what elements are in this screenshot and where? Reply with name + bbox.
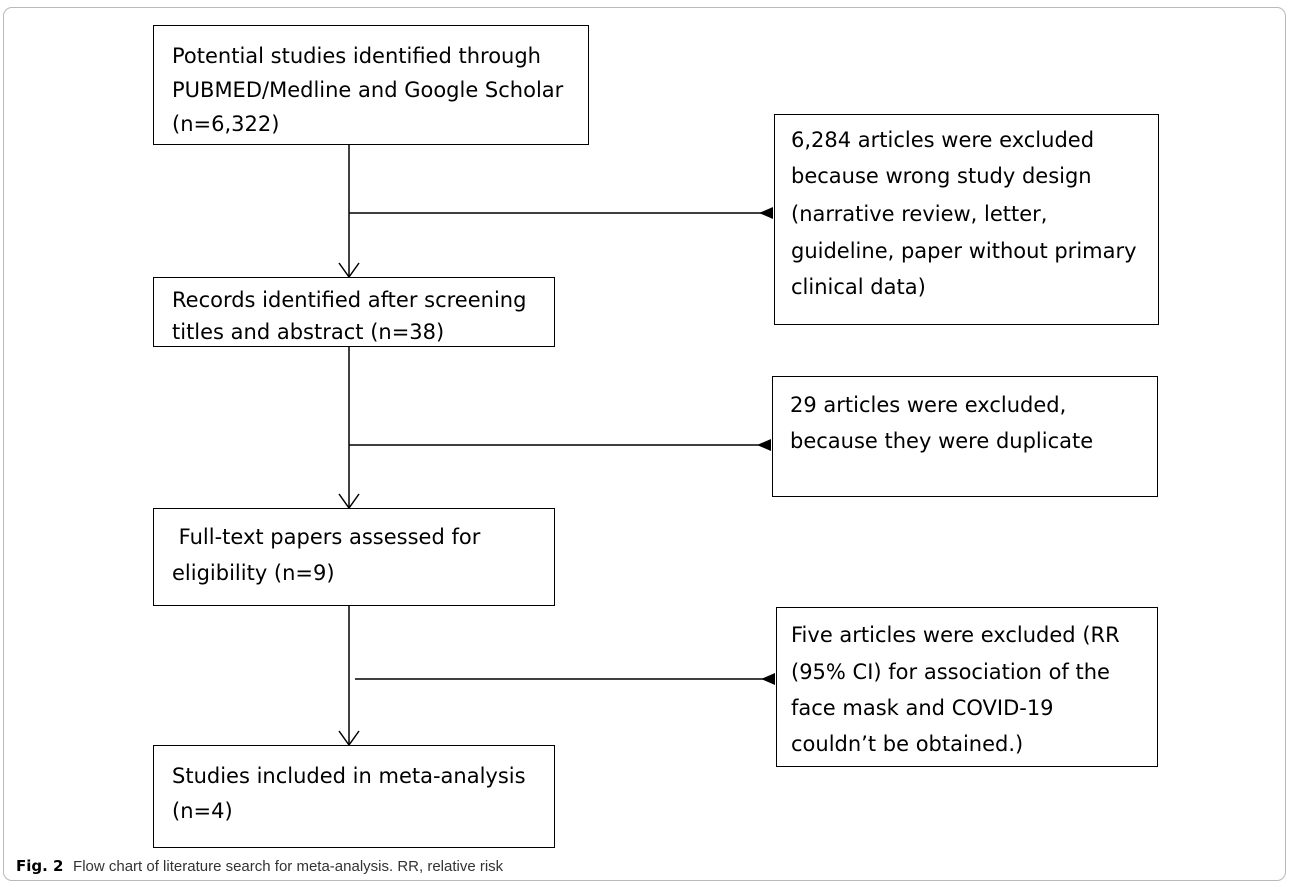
box-line: guideline, paper without primary — [791, 239, 1137, 263]
box-line: Five articles were excluded (RR — [791, 623, 1120, 647]
figure-label: Fig. 2 — [16, 857, 64, 875]
box-line: (narrative review, letter, — [791, 202, 1048, 226]
box-line: (95% CI) for association of the — [791, 660, 1110, 684]
box-line: 29 articles were excluded, — [790, 393, 1067, 417]
box-line: (n=4) — [172, 799, 233, 823]
box-included: Studies included in meta-analysis (n=4) — [153, 745, 555, 848]
box-identified: Potential studies identified through PUB… — [153, 25, 589, 145]
arrowhead-right-1 — [759, 207, 773, 219]
box-line: because they were duplicate — [790, 429, 1094, 453]
box-line: eligibility (n=9) — [172, 561, 335, 585]
arrowhead-right-3 — [761, 673, 775, 685]
box-fulltext: Full-text papers assessed for eligibilit… — [153, 508, 555, 606]
figure-frame — [3, 7, 1286, 881]
box-screened: Records identified after screening title… — [153, 277, 555, 347]
box-line: Full-text papers assessed for — [172, 525, 481, 549]
box-line: Studies included in meta-analysis — [172, 764, 526, 788]
box-line: couldn’t be obtained.) — [791, 732, 1024, 756]
box-line: PUBMED/Medline and Google Scholar — [172, 78, 564, 102]
box-line: clinical data) — [791, 275, 926, 299]
box-line: 6,284 articles were excluded — [791, 128, 1095, 152]
box-line: (n=6,322) — [172, 112, 280, 136]
figure-caption-text: Flow chart of literature search for meta… — [73, 858, 504, 875]
box-excluded-design: 6,284 articles were excluded because wro… — [774, 114, 1159, 325]
box-line: because wrong study design — [791, 164, 1092, 188]
box-line: Potential studies identified through — [172, 44, 541, 68]
box-line: face mask and COVID-19 — [791, 696, 1054, 720]
box-excluded-duplicate: 29 articles were excluded, because they … — [772, 376, 1158, 497]
box-line: titles and abstract (n=38) — [172, 320, 445, 344]
arrowhead-right-2 — [757, 439, 771, 451]
figure-caption: Fig. 2 Flow chart of literature search f… — [16, 857, 503, 876]
box-excluded-rr: Five articles were excluded (RR (95% CI)… — [776, 607, 1158, 767]
box-line: Records identified after screening — [172, 288, 527, 312]
